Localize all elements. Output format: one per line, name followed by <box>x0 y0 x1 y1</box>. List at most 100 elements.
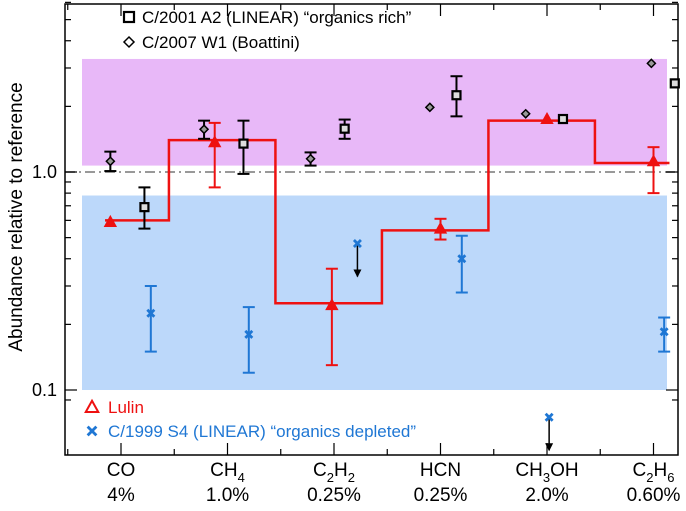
point-square-1 <box>237 119 250 175</box>
marker-x <box>352 238 362 248</box>
marker-triangle <box>208 135 222 148</box>
point-diamond-1 <box>198 119 211 140</box>
category-name: C <box>313 460 327 481</box>
point-square-2 <box>338 118 351 140</box>
marker-triangle <box>103 214 118 227</box>
legend-marker-square <box>122 10 136 24</box>
marker-square <box>339 123 350 134</box>
point-square-4 <box>557 113 569 125</box>
category-label: C2H2 <box>313 460 355 485</box>
point-triangle-4 <box>540 111 554 125</box>
upper-limit-arrowhead <box>545 443 554 452</box>
y-axis-label: Abundance relative to reference <box>6 82 27 351</box>
category-name: CH <box>515 460 542 481</box>
category-name-part: H <box>654 460 668 481</box>
category-subscript: 2 <box>646 470 653 485</box>
marker-stroke <box>244 329 254 339</box>
point-square-0 <box>138 186 151 230</box>
category-subscript: 6 <box>667 470 674 485</box>
marker-triangle <box>325 298 339 311</box>
point-x-1 <box>242 306 255 374</box>
point-triangle-5 <box>646 146 661 195</box>
marker-stroke <box>86 425 98 437</box>
marker-x <box>146 308 156 318</box>
point-diamond-4 <box>520 108 531 119</box>
marker-square <box>238 138 249 149</box>
legend-marker-diamond <box>122 35 136 49</box>
category-percent: 2.0% <box>525 485 568 506</box>
point-triangle-0 <box>103 214 118 227</box>
marker-square <box>139 202 150 213</box>
band-1 <box>82 195 667 390</box>
category-percent: 1.0% <box>206 485 249 506</box>
category-name: CO <box>107 460 136 481</box>
marker-diamond <box>520 108 531 119</box>
marker-x <box>659 327 669 337</box>
plot-border <box>64 3 679 456</box>
category-name: HCN <box>420 460 461 481</box>
point-diamond-0 <box>104 150 117 173</box>
bands-layer <box>82 58 667 390</box>
point-x-2 <box>352 238 362 278</box>
point-diamond-2 <box>304 151 317 167</box>
point-triangle-2 <box>325 267 339 367</box>
marker-stroke <box>352 238 362 248</box>
category-percent: 0.25% <box>414 485 468 506</box>
band-0 <box>82 58 667 166</box>
marker-stroke <box>457 254 467 264</box>
category-percent: 0.25% <box>307 485 361 506</box>
data-points-layer <box>103 58 680 452</box>
legend-label: C/2007 W1 (Boattini) <box>142 33 300 52</box>
marker-square <box>451 90 462 101</box>
category-label: CO <box>107 460 136 481</box>
category-name: CH <box>210 460 237 481</box>
y-tick-label: 1.0 <box>32 162 57 182</box>
point-x-0 <box>144 284 157 353</box>
marker-stroke <box>659 327 669 337</box>
point-triangle-1 <box>208 121 222 189</box>
category-subscript: 2 <box>348 470 355 485</box>
category-subscript: 3 <box>543 470 550 485</box>
category-label: C2H6 <box>633 460 675 485</box>
marker-square <box>669 78 680 89</box>
category-name-part: OH <box>550 460 579 481</box>
category-percent: 4% <box>107 485 135 506</box>
marker-x <box>544 412 554 422</box>
category-label: CH3OH <box>515 460 578 485</box>
x-category-labels: CO4%CH41.0%C2H20.25%HCN0.25%CH3OH2.0%C2H… <box>107 460 681 506</box>
category-name: C <box>633 460 647 481</box>
legend: C/2001 A2 (LINEAR) “organics rich” C/2007… <box>84 8 416 441</box>
legend-marker-triangle <box>84 398 100 413</box>
legend-label: Lulin <box>108 398 144 417</box>
point-x-5 <box>658 316 671 353</box>
category-label: CH4 <box>210 460 245 485</box>
y-tick-label: 0.1 <box>32 380 57 400</box>
lulin-step-line <box>105 119 670 305</box>
point-square-3 <box>450 75 463 118</box>
category-label: HCN <box>420 460 461 481</box>
point-triangle-3 <box>433 217 448 241</box>
point-diamond-3 <box>424 102 435 113</box>
category-percent: 0.60% <box>627 485 681 506</box>
point-diamond-5 <box>646 58 657 69</box>
marker-triangle <box>540 111 554 125</box>
point-x-3 <box>455 234 468 294</box>
marker-diamond <box>199 124 210 135</box>
marker-x <box>244 329 254 339</box>
category-name-part: H <box>334 460 348 481</box>
marker-triangle <box>433 221 448 234</box>
marker-x <box>457 254 467 264</box>
marker-diamond <box>105 156 116 167</box>
plot-frame <box>64 1 679 456</box>
point-square-5 <box>669 78 680 89</box>
category-subscript: 2 <box>327 470 334 485</box>
category-subscript: 4 <box>238 470 245 485</box>
marker-stroke <box>544 412 554 422</box>
upper-limit-arrowhead <box>353 269 362 278</box>
marker-stroke <box>146 308 156 318</box>
marker-diamond <box>424 102 435 113</box>
marker-square <box>557 113 569 125</box>
marker-triangle <box>646 154 661 167</box>
legend-label: C/1999 S4 (LINEAR) “organics depleted” <box>108 422 416 441</box>
